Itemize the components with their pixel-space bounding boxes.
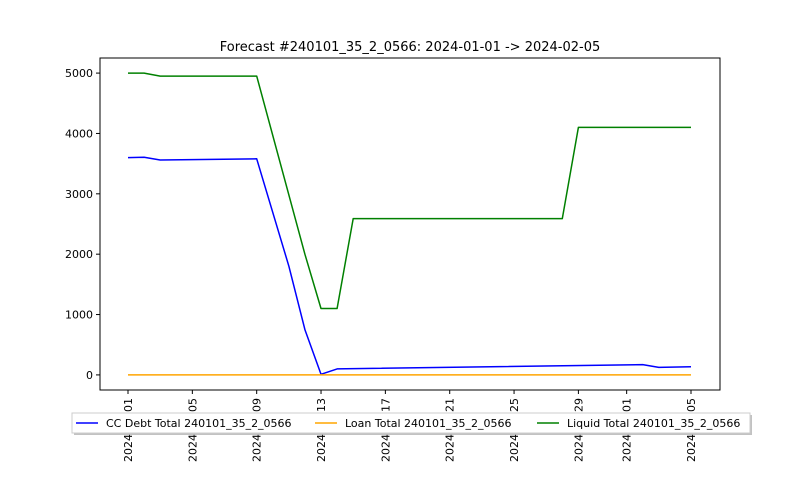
y-tick-label: 4000 [65,127,93,140]
series-line [127,156,692,376]
legend-label: Liquid Total 240101_35_2_0566 [567,417,740,430]
legend-box [71,412,751,434]
legend-label: Loan Total 240101_35_2_0566 [345,417,512,430]
chart-title: Forecast #240101_35_2_0566: 2024-01-01 -… [220,40,601,55]
legend-items: CC Debt Total 240101_35_2_0566 Loan Total… [76,417,740,430]
series-layer [127,72,692,376]
y-tick-label: 0 [86,369,93,382]
legend: CC Debt Total 240101_35_2_0566 Loan Total… [71,412,752,435]
legend-label: CC Debt Total 240101_35_2_0566 [106,417,292,430]
y-tick-label: 2000 [65,248,93,261]
series-line [128,72,691,310]
y-axis: 0 1000 2000 3000 4000 5000 [65,67,100,382]
y-tick-label: 3000 [65,188,93,201]
plot-frame [99,57,721,391]
y-tick-label: 5000 [65,67,93,80]
y-tick-label: 1000 [65,309,93,322]
